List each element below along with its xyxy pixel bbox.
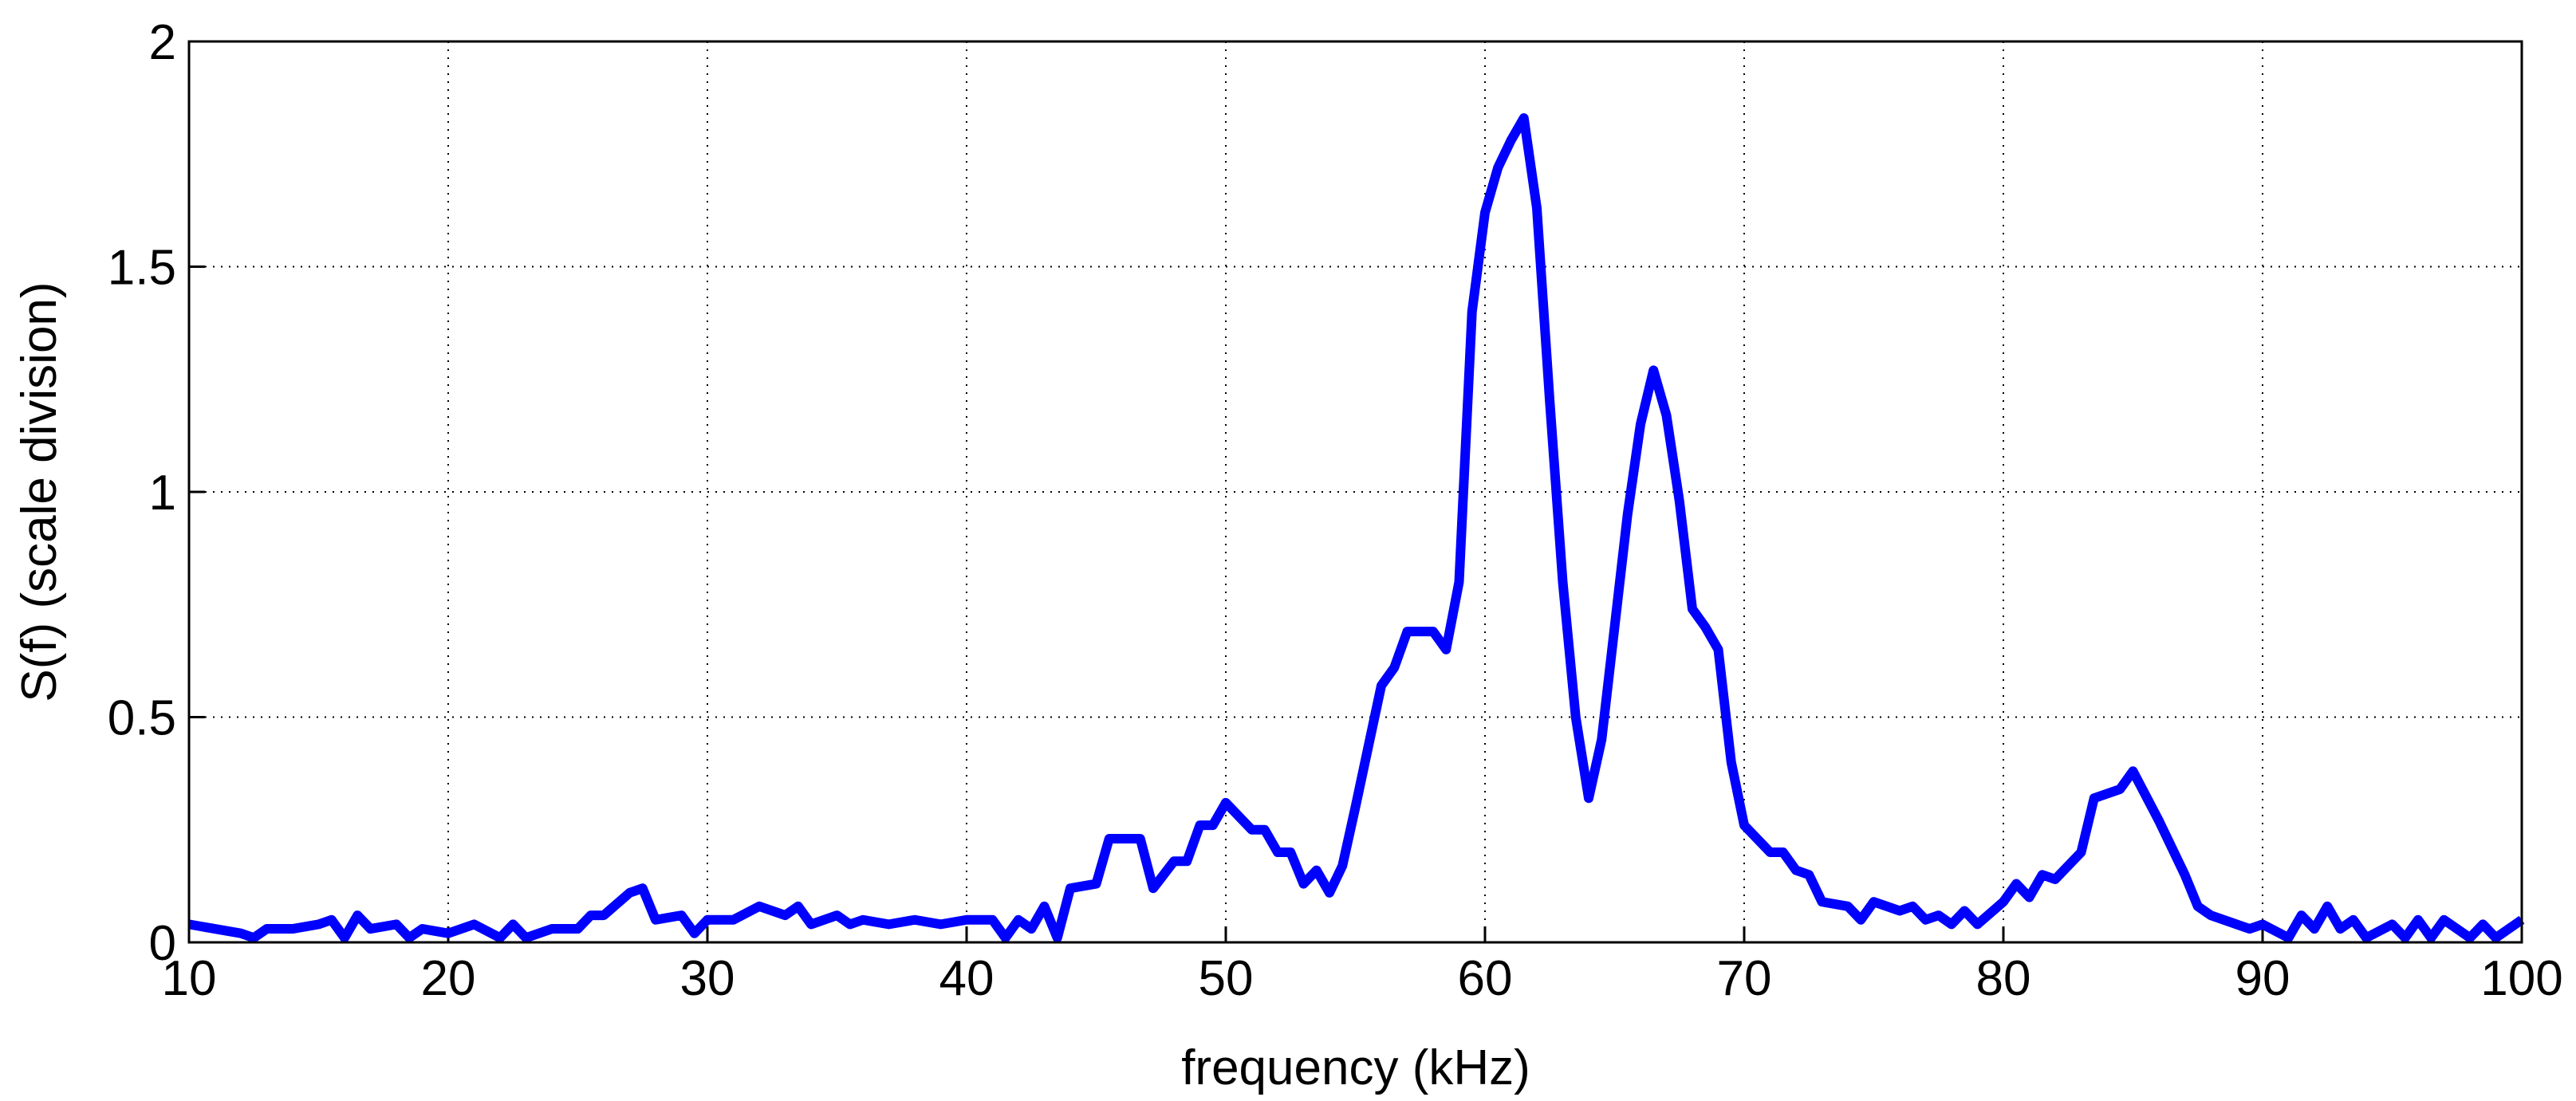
plot-frame xyxy=(187,40,2523,944)
y-tick-label: 1.5 xyxy=(108,241,176,296)
x-axis-label: frequency (kHz) xyxy=(1181,1040,1530,1095)
x-tick-label: 10 xyxy=(162,951,217,1006)
x-tick-label: 80 xyxy=(1976,951,2031,1006)
x-tick-label: 50 xyxy=(1199,951,1254,1006)
x-tick-label: 70 xyxy=(1717,951,1772,1006)
x-tick-label: 90 xyxy=(2235,951,2290,1006)
y-tick-label: 1 xyxy=(149,466,176,521)
x-tick-label: 30 xyxy=(680,951,735,1006)
x-tick-label: 20 xyxy=(421,951,476,1006)
y-tick-label: 2 xyxy=(149,15,176,70)
x-tick-label: 40 xyxy=(939,951,995,1006)
y-tick-label: 0 xyxy=(149,916,176,971)
y-tick-label: 0.5 xyxy=(108,691,176,746)
data-line xyxy=(187,113,2525,943)
y-axis-label: S(f) (scale division) xyxy=(12,281,67,702)
x-tick-label: 60 xyxy=(1458,951,1513,1006)
x-tick-label: 100 xyxy=(2480,951,2562,1006)
